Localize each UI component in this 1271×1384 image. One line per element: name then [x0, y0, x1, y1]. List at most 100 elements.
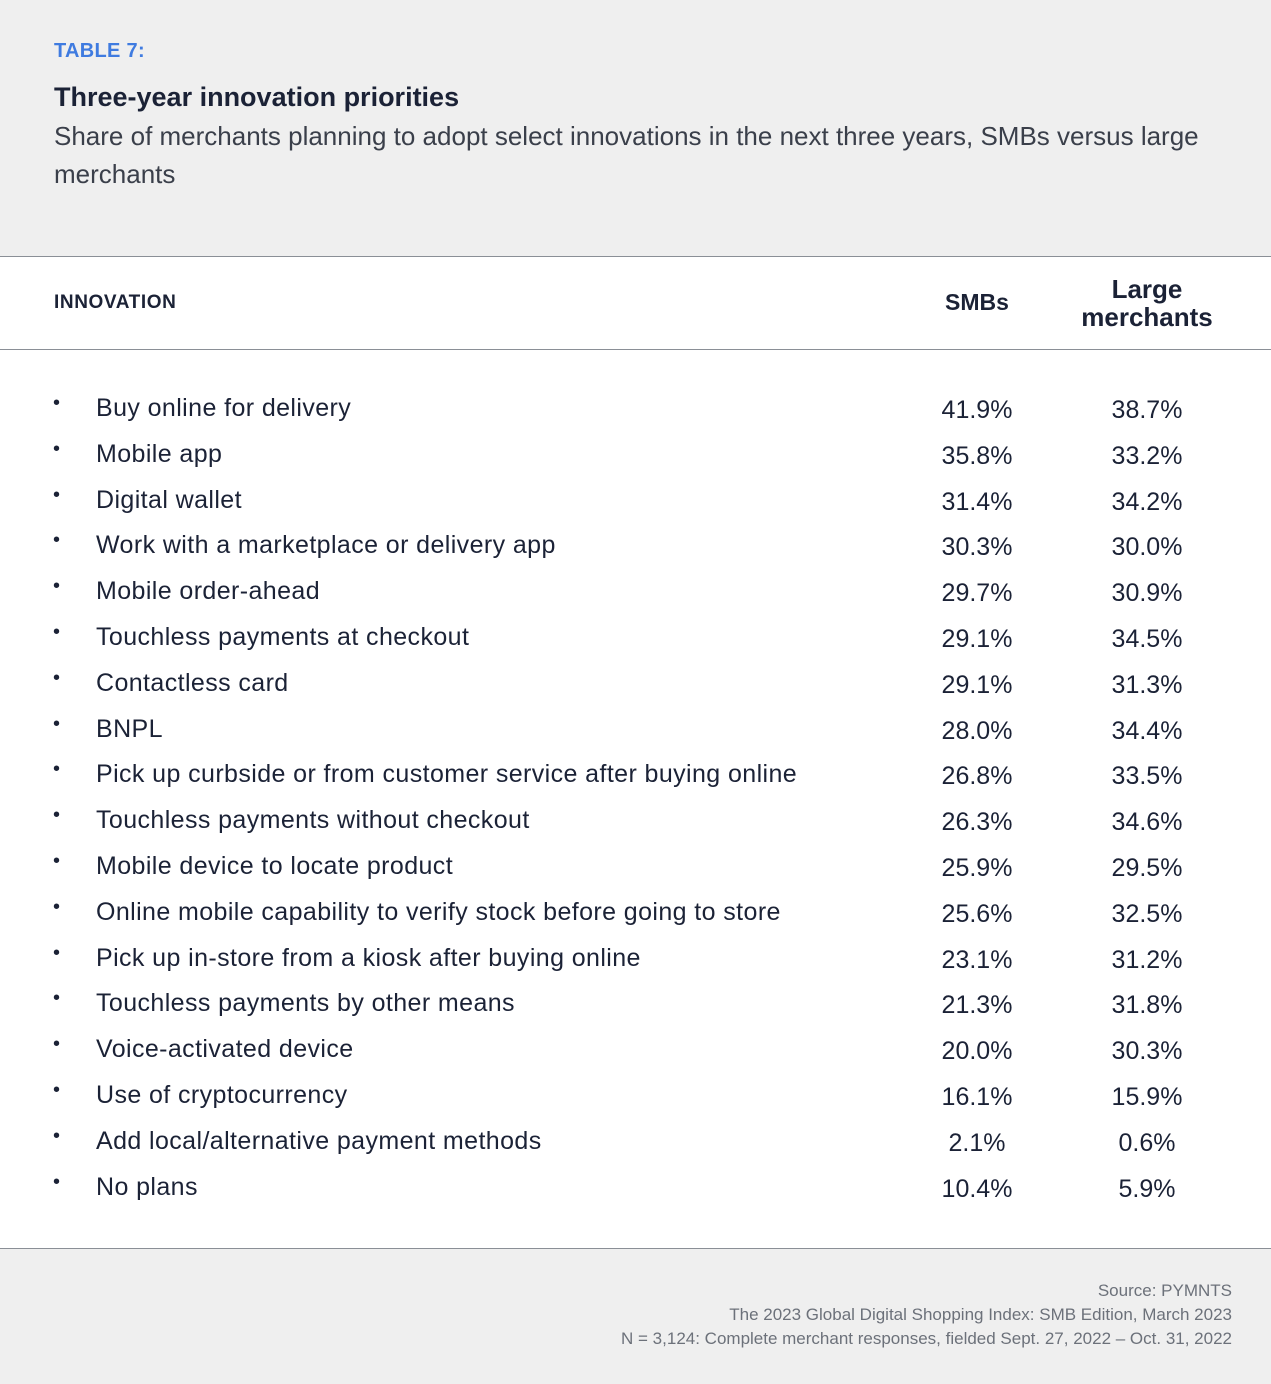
- bullet-icon: •: [53, 1170, 61, 1193]
- table-row: • BNPL 28.0% 34.4%: [0, 707, 1271, 753]
- bullet-icon: •: [53, 1033, 61, 1056]
- publication-line: The 2023 Global Digital Shopping Index: …: [729, 1305, 1232, 1324]
- large-merchant-value: 15.9%: [1111, 1082, 1183, 1111]
- innovation-label: Voice-activated device: [96, 1035, 354, 1064]
- bullet-icon: •: [53, 849, 61, 872]
- bullet-icon: •: [53, 941, 61, 964]
- smb-value: 41.9%: [941, 396, 1013, 424]
- column-header-row: INNOVATION SMBs Large merchants: [0, 257, 1271, 350]
- bullet-icon: •: [53, 758, 61, 781]
- large-merchant-value: 34.6%: [1111, 808, 1183, 837]
- innovation-label: Pick up curbside or from customer servic…: [96, 760, 798, 789]
- table-row: • Touchless payments at checkout 29.1% 34.5…: [0, 615, 1271, 661]
- innovation-label: Mobile order-ahead: [96, 577, 320, 606]
- source-line: Source: PYMNTS: [1097, 1281, 1232, 1300]
- table-row: • Touchless payments by other means 21.3% 3…: [0, 981, 1271, 1027]
- table-title: Three-year innovation priorities: [54, 82, 460, 112]
- smb-value: 25.9%: [941, 853, 1013, 882]
- large-merchant-value: 34.4%: [1111, 716, 1183, 745]
- column-header-smbs: SMBs: [945, 289, 1009, 315]
- bullet-icon: •: [53, 529, 61, 552]
- table-row: • Mobile app 35.8% 33.2%: [0, 432, 1271, 478]
- bullet-icon: •: [53, 620, 61, 643]
- table-row: • Pick up in-store from a kiosk after buy…: [0, 936, 1271, 982]
- table-row: • Add local/alternative payment methods 2.…: [0, 1119, 1271, 1165]
- large-merchant-value: 30.0%: [1111, 533, 1183, 562]
- large-merchant-value: 31.8%: [1111, 991, 1183, 1020]
- smb-value: 30.3%: [941, 533, 1013, 562]
- table-row: • Pick up curbside or from customer servi…: [0, 752, 1271, 798]
- large-merchant-value: 38.7%: [1111, 396, 1183, 424]
- large-merchant-value: 31.3%: [1111, 670, 1183, 699]
- table-row: • Buy online for delivery 41.9% 38.7%: [0, 386, 1271, 432]
- smb-value: 10.4%: [941, 1174, 1013, 1203]
- smb-value: 28.0%: [941, 716, 1013, 745]
- source-notes: Source: PYMNTS The 2023 Global Digital S…: [621, 1279, 1232, 1351]
- bullet-icon: •: [53, 483, 61, 506]
- smb-value: 23.1%: [941, 945, 1013, 974]
- large-merchant-value: 32.5%: [1111, 899, 1183, 928]
- bullet-icon: •: [53, 437, 61, 460]
- innovation-label: Mobile app: [96, 439, 223, 468]
- smb-value: 31.4%: [941, 487, 1013, 516]
- smb-value: 2.1%: [948, 1128, 1006, 1157]
- innovation-label: Contactless card: [96, 668, 289, 697]
- smb-value: 29.1%: [941, 624, 1013, 653]
- innovation-label: Touchless payments at checkout: [96, 622, 470, 651]
- smb-value: 26.3%: [941, 808, 1013, 837]
- table-row: • No plans 10.4% 5.9%: [0, 1165, 1271, 1211]
- innovation-label: Buy online for delivery: [96, 394, 352, 422]
- large-merchant-value: 0.6%: [1118, 1128, 1176, 1157]
- smb-value: 29.7%: [941, 579, 1013, 608]
- column-header-large-line2: merchants: [1081, 302, 1213, 332]
- innovation-label: Touchless payments without checkout: [96, 806, 530, 835]
- large-merchant-value: 34.2%: [1111, 487, 1183, 516]
- large-merchant-value: 5.9%: [1118, 1174, 1176, 1203]
- innovation-label: No plans: [96, 1172, 198, 1201]
- table-row: • Work with a marketplace or delivery app…: [0, 523, 1271, 569]
- innovation-label: Touchless payments by other means: [96, 989, 515, 1018]
- large-merchant-value: 31.2%: [1111, 945, 1183, 974]
- smb-value: 20.0%: [941, 1037, 1013, 1066]
- table-body: • Buy online for delivery 41.9% 38.7% • Mobil…: [0, 386, 1271, 1210]
- table-row: • Touchless payments without checkout 26.3…: [0, 798, 1271, 844]
- innovation-label: BNPL: [96, 714, 163, 743]
- source-footer: Source: PYMNTS The 2023 Global Digital S…: [0, 1248, 1271, 1384]
- column-header-large-line1: Large: [1111, 274, 1183, 304]
- table-subtitle: Share of merchants planning to adopt sel…: [54, 121, 1199, 189]
- bullet-icon: •: [53, 987, 61, 1010]
- smb-value: 26.8%: [941, 762, 1013, 791]
- table-number-label: TABLE 7:: [54, 40, 145, 62]
- sample-line: N = 3,124: Complete merchant responses, …: [621, 1329, 1232, 1348]
- bullet-icon: •: [53, 804, 61, 827]
- innovation-label: Mobile device to locate product: [96, 851, 454, 880]
- bullet-icon: •: [53, 575, 61, 598]
- table-header-panel: TABLE 7: Three-year innovation prioritie…: [0, 0, 1271, 257]
- innovation-label: Pick up in-store from a kiosk after buyi…: [96, 943, 641, 972]
- large-merchant-value: 33.2%: [1111, 441, 1183, 470]
- bullet-icon: •: [53, 392, 61, 414]
- table-row: • Use of cryptocurrency 16.1% 15.9%: [0, 1073, 1271, 1119]
- innovation-label: Use of cryptocurrency: [96, 1080, 348, 1109]
- bullet-icon: •: [53, 666, 61, 689]
- innovation-label: Add local/alternative payment methods: [96, 1126, 542, 1155]
- large-merchant-value: 33.5%: [1111, 762, 1183, 791]
- smb-value: 35.8%: [941, 441, 1013, 470]
- large-merchant-value: 29.5%: [1111, 853, 1183, 882]
- bullet-icon: •: [53, 1078, 61, 1101]
- innovation-label: Online mobile capability to verify stock…: [96, 897, 781, 926]
- table-row: • Mobile device to locate product 25.9% 29.…: [0, 844, 1271, 890]
- smb-value: 29.1%: [941, 670, 1013, 699]
- bullet-icon: •: [53, 1124, 61, 1147]
- table-row: • Contactless card 29.1% 31.3%: [0, 661, 1271, 707]
- smb-value: 16.1%: [941, 1082, 1013, 1111]
- innovation-label: Work with a marketplace or delivery app: [96, 531, 556, 560]
- column-header-innovation: INNOVATION: [54, 292, 177, 313]
- smb-value: 25.6%: [941, 899, 1013, 928]
- column-header-large-merchants: Large merchants: [1062, 275, 1232, 331]
- table-row: • Voice-activated device 20.0% 30.3%: [0, 1027, 1271, 1073]
- table-row: • Mobile order-ahead 29.7% 30.9%: [0, 569, 1271, 615]
- table-row: • Online mobile capability to verify stoc…: [0, 890, 1271, 936]
- large-merchant-value: 30.9%: [1111, 579, 1183, 608]
- table-row: • Digital wallet 31.4% 34.2%: [0, 478, 1271, 524]
